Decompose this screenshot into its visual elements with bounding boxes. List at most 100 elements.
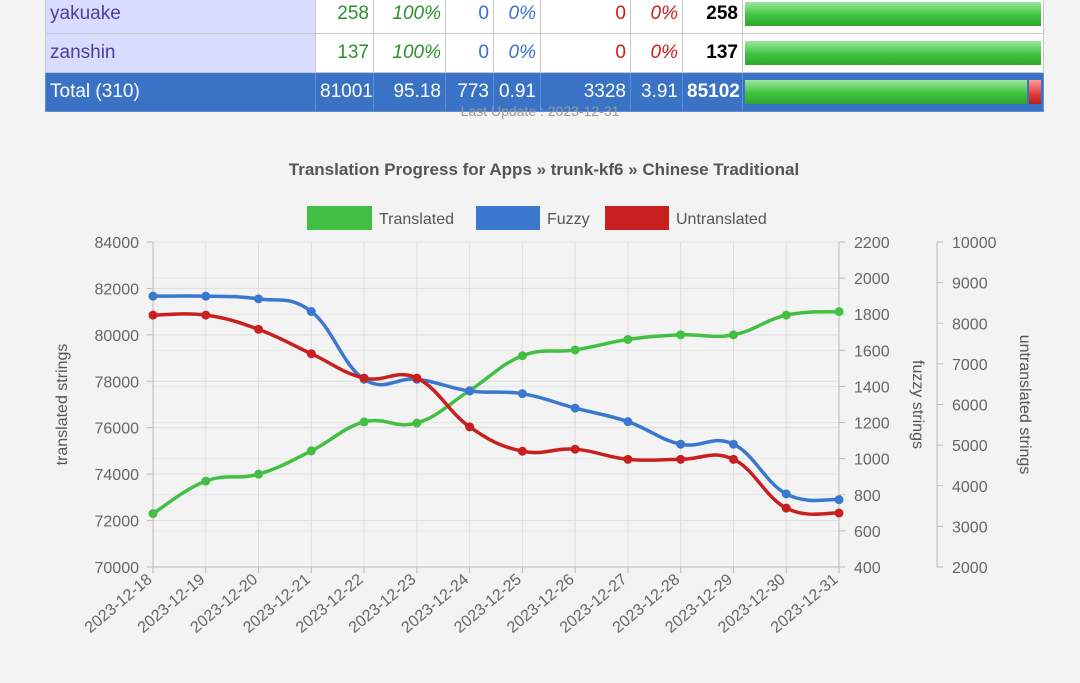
data-point-untranslated[interactable] [148,310,158,320]
data-point-fuzzy[interactable] [781,489,791,499]
data-point-untranslated[interactable] [254,324,264,334]
y-tick-fuzzy: 800 [854,488,881,505]
data-point-translated[interactable] [254,469,264,479]
y-tick-fuzzy: 1000 [854,452,890,469]
data-point-untranslated[interactable] [465,422,475,432]
data-point-untranslated[interactable] [570,444,580,454]
total-count: 258 [682,0,743,34]
data-point-untranslated[interactable] [306,349,316,359]
fuzzy-count: 0 [445,33,494,73]
data-point-untranslated[interactable] [359,373,369,383]
total-row: Total (310) 81001 95.18 773 0.91 3328 3.91 8510… [45,72,1044,112]
data-point-translated[interactable] [570,345,580,355]
y-axis-title-fuzzy: fuzzy strings [909,360,926,449]
data-point-translated[interactable] [517,351,527,361]
data-point-fuzzy[interactable] [676,439,686,449]
data-point-fuzzy[interactable] [834,495,844,505]
data-point-untranslated[interactable] [728,454,738,464]
data-point-fuzzy[interactable] [517,389,527,399]
y-tick-fuzzy: 400 [854,560,881,577]
translated-bar-fill [745,80,1027,104]
data-point-translated[interactable] [728,330,738,340]
data-point-fuzzy[interactable] [201,291,211,301]
translated-percent: 100% [373,33,446,73]
legend-swatch-fuzzy [476,206,540,230]
data-point-untranslated[interactable] [201,310,211,320]
data-point-untranslated[interactable] [676,454,686,464]
untranslated-count: 0 [540,33,631,73]
y-tick-untranslated: 3000 [952,519,988,536]
data-point-translated[interactable] [623,335,633,344]
data-point-fuzzy[interactable] [148,291,158,301]
fuzzy-percent: 0% [493,33,541,73]
app-name-cell[interactable]: zanshin [45,33,316,73]
translation-progress-chart: Translation Progress for Apps » trunk-kf… [54,160,1033,637]
legend-label-untranslated: Untranslated [676,211,767,228]
data-point-translated[interactable] [359,417,369,427]
y-tick-translated: 72000 [95,514,140,531]
data-point-fuzzy[interactable] [623,417,633,427]
data-point-fuzzy[interactable] [306,307,316,317]
stats-table: yakuake 258 100% 0 0% 0 0% 258 zanshin 137 100% 0 0%… [45,0,1044,112]
y-tick-fuzzy: 2200 [854,235,890,252]
y-tick-untranslated: 2000 [952,560,988,577]
last-update: Last Update : 2023-12-31 [460,103,620,119]
data-point-translated[interactable] [781,310,791,320]
legend-label-translated: Translated [379,211,454,228]
legend-swatch-untranslated [605,206,669,230]
translated-count: 137 [315,33,374,73]
translated-percent: 100% [373,0,446,34]
y-tick-untranslated: 7000 [952,357,988,374]
y-tick-translated: 70000 [95,560,140,577]
table-row: yakuake 258 100% 0 0% 0 0% 258 [45,0,1044,34]
app-name-cell[interactable]: yakuake [45,0,316,34]
total-translated-percent: 95.18 [373,72,446,112]
untranslated-percent: 0% [630,33,683,73]
total-fuzzy-percent: 0.91 [493,72,541,112]
total-label: Total (310) [45,72,316,112]
translated-bar-fill [745,2,1041,26]
data-point-untranslated[interactable] [623,454,633,464]
progress-bar [745,80,1041,104]
series-line-translated [152,309,840,516]
legend-label-fuzzy: Fuzzy [547,211,590,228]
data-point-translated[interactable] [148,509,158,519]
y-tick-untranslated: 8000 [952,316,988,333]
y-tick-fuzzy: 1400 [854,379,890,396]
data-point-fuzzy[interactable] [728,439,738,449]
progress-cell [742,0,1044,34]
y-tick-translated: 78000 [95,374,140,391]
untranslated-bar-fill [1029,80,1041,104]
total-count: 137 [682,33,743,73]
data-point-untranslated[interactable] [517,446,527,456]
series-line-untranslated [152,312,840,516]
progress-cell [742,33,1044,73]
data-point-translated[interactable] [201,476,211,486]
y-tick-translated: 82000 [95,281,140,298]
data-point-untranslated[interactable] [834,508,844,518]
y-tick-fuzzy: 1200 [854,416,890,433]
translated-count: 258 [315,0,374,34]
data-point-fuzzy[interactable] [465,386,475,396]
total-progress-cell [742,72,1044,112]
data-point-untranslated[interactable] [412,373,422,383]
data-point-translated[interactable] [306,446,316,456]
y-axis-title-untranslated: untranslated strings [1016,335,1033,475]
data-point-fuzzy[interactable] [254,294,264,304]
y-tick-fuzzy: 1600 [854,343,890,360]
data-point-translated[interactable] [834,307,844,317]
y-tick-fuzzy: 2000 [854,271,890,288]
progress-bar [745,2,1041,26]
data-point-translated[interactable] [676,330,686,340]
data-point-untranslated[interactable] [781,503,791,513]
data-point-translated[interactable] [412,418,422,428]
chart-title: Translation Progress for Apps » trunk-kf… [289,160,799,179]
data-point-fuzzy[interactable] [570,403,580,413]
total-untranslated: 3328 [540,72,631,112]
y-tick-translated: 80000 [95,328,140,345]
y-tick-fuzzy: 1800 [854,307,890,324]
untranslated-count: 0 [540,0,631,34]
fuzzy-percent: 0% [493,0,541,34]
legend-swatch-translated [307,206,372,230]
y-axis-title-translated: translated strings [54,344,71,466]
